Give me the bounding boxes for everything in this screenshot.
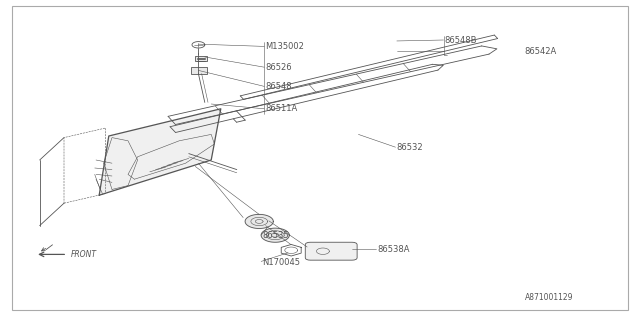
Polygon shape [261,228,289,242]
Bar [191,67,207,74]
FancyBboxPatch shape [305,242,357,260]
Text: N170045: N170045 [262,258,300,267]
Text: 86511A: 86511A [266,104,298,113]
Text: 86532: 86532 [397,143,424,152]
Bar [195,56,207,61]
Text: A871001129: A871001129 [525,293,573,302]
Text: 86548: 86548 [266,82,292,91]
Polygon shape [245,214,273,228]
Text: M135002: M135002 [266,42,305,51]
Polygon shape [99,109,221,195]
Text: 86538A: 86538A [378,245,410,254]
Text: 86548B: 86548B [445,36,477,44]
Text: 86542A: 86542A [525,47,557,56]
Text: 86535: 86535 [262,231,289,240]
Text: 86526: 86526 [266,63,292,72]
Text: FRONT: FRONT [70,250,97,259]
